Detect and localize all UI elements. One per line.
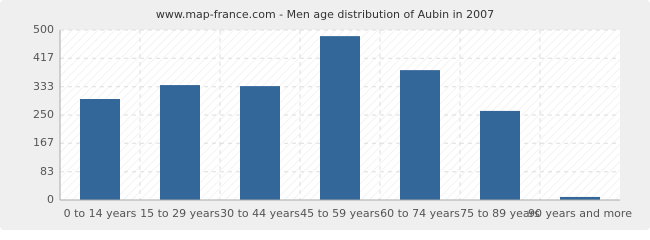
y-tick-label: 417 [33,51,54,64]
chart-title: www.map-france.com - Men age distributio… [156,8,494,21]
y-tick-label: 83 [40,165,54,178]
x-tick-label: 45 to 59 years [300,207,380,220]
x-tick-label: 75 to 89 years [460,207,540,220]
bar [320,36,360,201]
y-tick-label: 333 [33,80,54,93]
x-tick-label: 0 to 14 years [64,207,137,220]
bar [160,85,200,200]
y-tick-label: 167 [33,136,54,149]
y-tick-label: 250 [33,108,54,121]
x-tick-label: 90 years and more [528,207,632,220]
x-tick-label: 60 to 74 years [380,207,460,220]
x-tick-label: 15 to 29 years [140,207,220,220]
bar [80,99,120,200]
bar [400,70,440,201]
bar [560,196,600,200]
y-tick-label: 500 [33,23,54,36]
y-tick-label: 0 [47,193,54,206]
x-tick-label: 30 to 44 years [220,207,300,220]
chart: www.map-france.com - Men age distributio… [0,0,650,230]
bar [480,110,520,200]
bar [240,86,280,200]
